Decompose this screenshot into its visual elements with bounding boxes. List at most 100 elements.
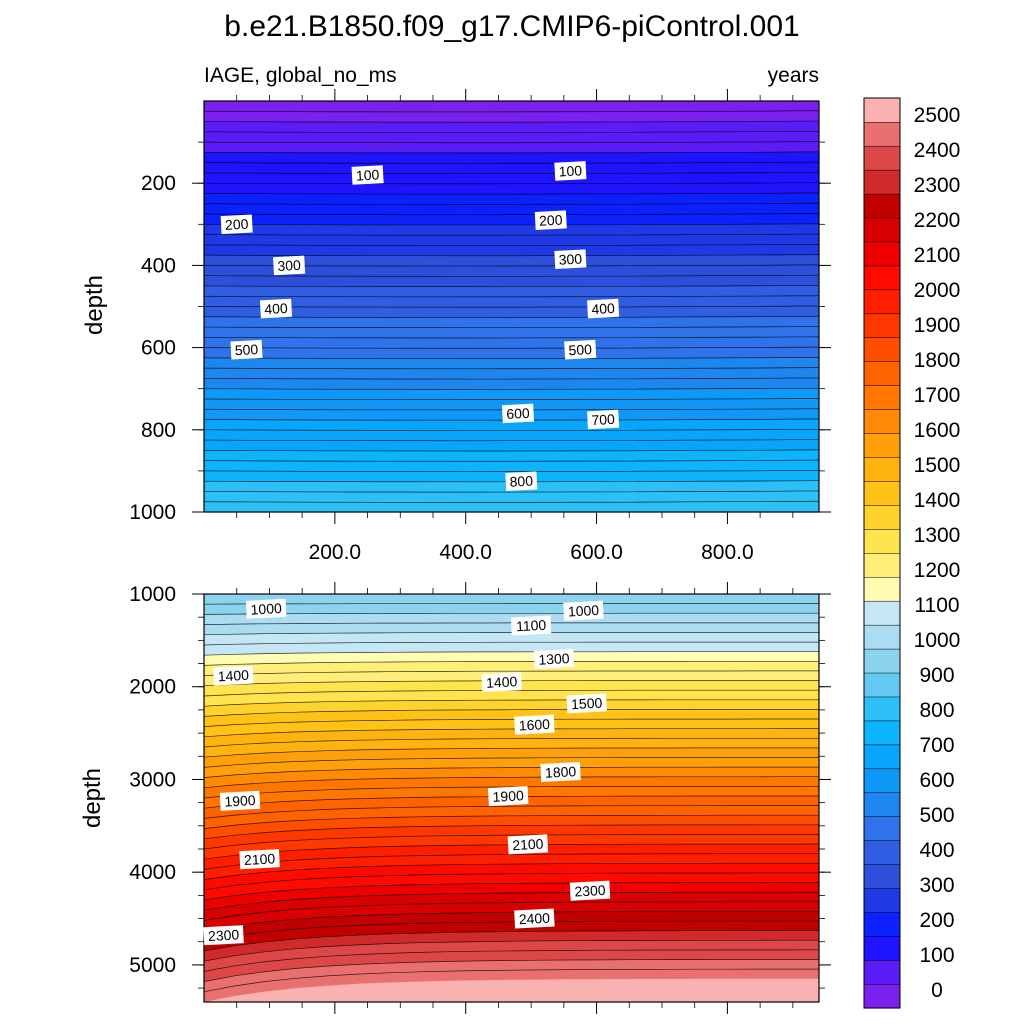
- lower-band: [204, 824, 819, 849]
- contour-label: 600: [501, 403, 535, 424]
- upper-band: [204, 368, 819, 380]
- upper-contour-line: [203, 120, 820, 123]
- upper-band: [204, 501, 819, 513]
- colorbar-swatch: [863, 145, 901, 171]
- contour-label-text: 200: [225, 216, 249, 233]
- colorbar-label: 2500: [914, 104, 961, 127]
- lower-band: [204, 594, 819, 605]
- upper-band: [204, 162, 819, 174]
- y-tick-label: 4000: [129, 861, 176, 884]
- upper-contour-line: [203, 336, 820, 339]
- upper-band: [204, 285, 819, 297]
- lower-contour-line: [203, 737, 819, 748]
- contour-label: 1400: [213, 665, 254, 686]
- lower-contour-line: [203, 882, 819, 901]
- upper-band: [204, 101, 819, 112]
- upper-band: [204, 316, 819, 328]
- y-tick-label: 800: [141, 419, 176, 442]
- contour-label: 1000: [245, 598, 287, 619]
- colorbar-swatch: [863, 911, 901, 937]
- contour-label-bg: [569, 880, 611, 901]
- upper-band: [204, 306, 819, 318]
- contour-label: 400: [587, 298, 620, 319]
- lower-contour-line: [203, 699, 819, 707]
- colorbar-swatch: [863, 935, 901, 961]
- y-tick-label: 5000: [129, 954, 176, 977]
- colorbar-swatch: [863, 816, 901, 841]
- contour-label-bg: [487, 786, 529, 807]
- colorbar-swatch: [863, 97, 901, 123]
- upper-contour-line: [203, 367, 820, 370]
- colorbar-swatch: [863, 385, 901, 410]
- colorbar-label: 200: [919, 909, 954, 932]
- contour-label-text: 200: [539, 212, 563, 229]
- contour-label-bg: [587, 298, 620, 319]
- lower-contour-line: [203, 853, 819, 870]
- upper-contour-line: [203, 182, 820, 185]
- colorbar-label: 1400: [914, 489, 961, 512]
- lower-contour-line: [203, 728, 819, 738]
- contour-label-bg: [587, 409, 620, 430]
- colorbar-swatch: [863, 528, 901, 554]
- contour-label: 300: [273, 255, 306, 276]
- colorbar: 0 100 200 300 400 500 600 700 800 900 1000 1100 1200…: [863, 97, 961, 1009]
- contour-label-text: 800: [509, 473, 533, 490]
- colorbar-label: 600: [919, 769, 954, 792]
- lower-contour-line: [203, 757, 819, 768]
- lower-band: [204, 642, 819, 656]
- lower-contour-line: [203, 901, 819, 921]
- colorbar-swatch: [863, 504, 901, 530]
- colorbar-swatch: [863, 313, 901, 339]
- contour-label: 2100: [239, 849, 280, 870]
- contour-label: 1100: [510, 615, 552, 636]
- colorbar-label: 1200: [914, 559, 961, 582]
- upper-band: [204, 131, 819, 143]
- upper-band: [204, 275, 819, 287]
- lower-band: [204, 661, 819, 676]
- contour-label: 500: [564, 339, 597, 360]
- y-tick-label: 400: [141, 254, 176, 277]
- x-tick-label: 600.0: [570, 541, 623, 564]
- contour-label-text: 700: [591, 411, 615, 428]
- lower-contour-line: [203, 785, 820, 799]
- contour-label-text: 400: [591, 300, 615, 317]
- colorbar-swatch: [863, 552, 901, 578]
- contour-label-bg: [213, 665, 254, 686]
- lower-contour-line: [203, 911, 819, 931]
- contour-label: 300: [554, 249, 587, 270]
- upper-band: [204, 491, 819, 503]
- contour-label-text: 2100: [244, 850, 276, 868]
- contour-label-bg: [505, 471, 538, 492]
- colorbar-swatch: [863, 361, 901, 386]
- contour-label-bg: [566, 693, 607, 714]
- contour-label-text: 500: [234, 341, 258, 358]
- contour-label-bg: [514, 714, 555, 735]
- lower-contour-line: [203, 805, 819, 819]
- lower-contour-line: [203, 930, 819, 952]
- lower-band: [204, 872, 819, 900]
- contour-label-bg: [533, 648, 575, 669]
- colorbar-label: 2300: [914, 174, 961, 197]
- upper-contour-line: [203, 110, 820, 113]
- lower-contour-line: [203, 824, 819, 840]
- upper-contour-line: [203, 500, 820, 503]
- lower-panel-frame: [203, 593, 820, 1003]
- lower-band: [204, 949, 819, 982]
- contour-label: 1300: [533, 648, 575, 669]
- colorbar-swatch: [863, 888, 901, 913]
- upper-contour-line: [203, 346, 820, 349]
- upper-band: [204, 255, 819, 266]
- colorbar-swatch: [863, 744, 901, 770]
- colorbar-swatch: [863, 289, 901, 315]
- contour-label-bg: [259, 298, 293, 319]
- lower-contour-line: [203, 632, 819, 636]
- contour-label: 700: [587, 409, 620, 430]
- upper-contour-line: [203, 459, 820, 462]
- colorbar-label: 700: [919, 734, 954, 757]
- contour-label: 2400: [514, 908, 555, 929]
- colorbar-swatch: [863, 696, 901, 722]
- upper-band: [204, 347, 819, 359]
- upper-contour-line: [203, 449, 820, 452]
- colorbar-label: 2400: [914, 139, 961, 162]
